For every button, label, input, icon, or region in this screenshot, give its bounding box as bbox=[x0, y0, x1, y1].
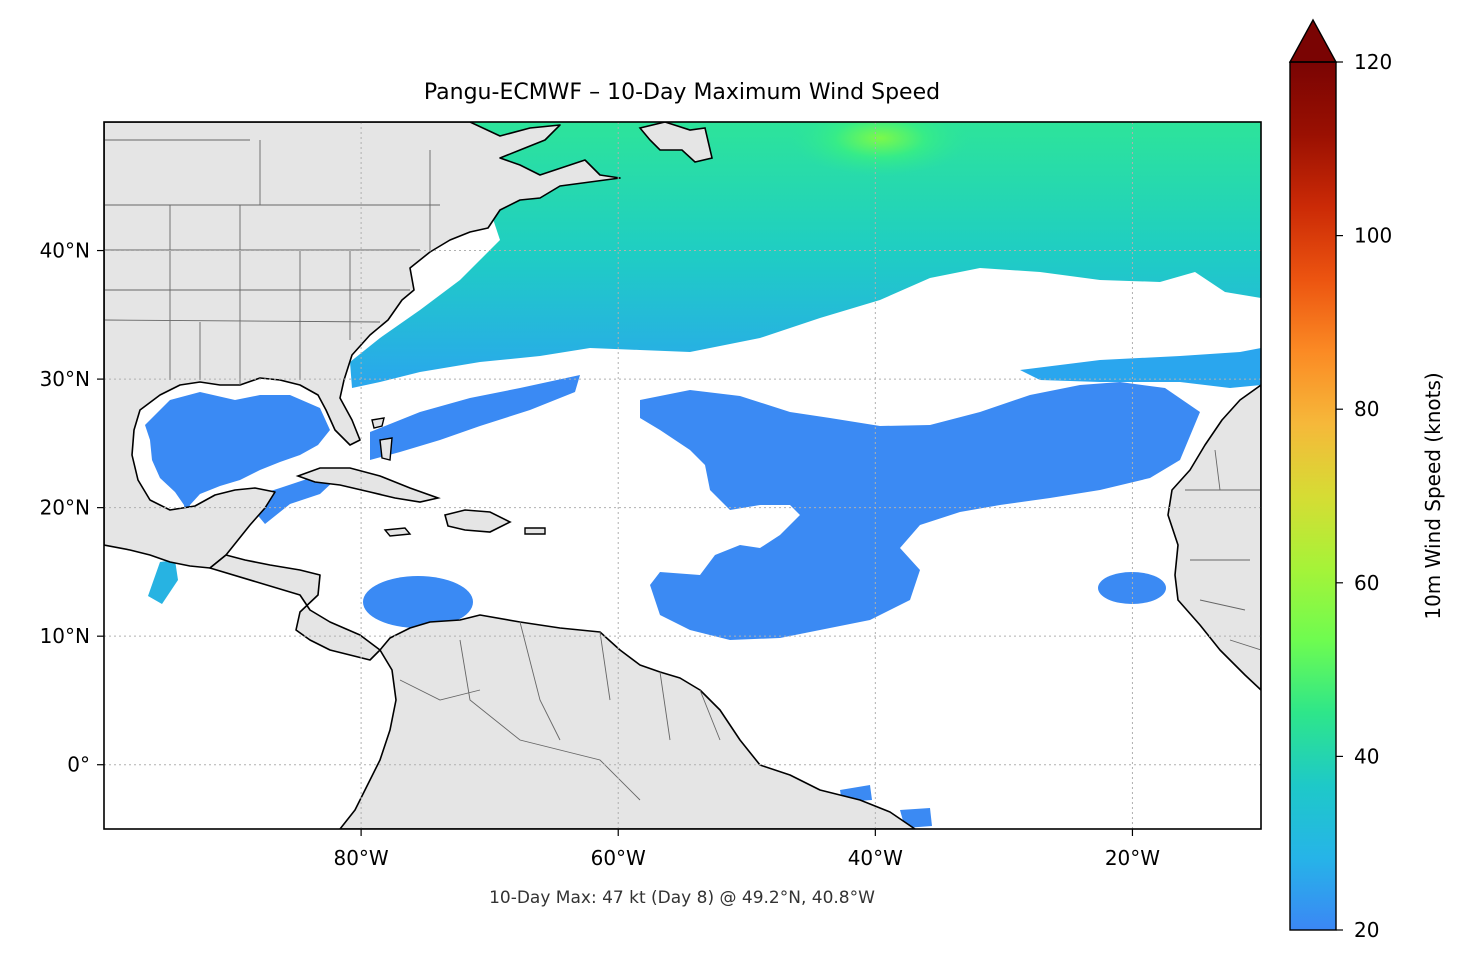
colorbar-frame bbox=[1289, 61, 1337, 931]
political-boundaries bbox=[104, 139, 1261, 801]
colorbar-tick-label: 20 bbox=[1354, 918, 1379, 942]
colorbar-ticks: 20 40 60 80 100 120 bbox=[1336, 50, 1392, 942]
wind-field-bahamas-streak bbox=[370, 375, 580, 460]
wind-field-caribbean-jet bbox=[363, 576, 473, 628]
colorbar-tick-label: 100 bbox=[1354, 224, 1392, 248]
land-newfoundland bbox=[638, 122, 713, 163]
wind-field-equatorial bbox=[840, 785, 932, 828]
lon-tick-label: 40°W bbox=[848, 846, 903, 870]
colorbar-extend-arrow bbox=[1288, 18, 1338, 63]
max-wind-annotation: 10-Day Max: 47 kt (Day 8) @ 49.2°N, 40.8… bbox=[489, 888, 875, 908]
lat-tick-label: 0° bbox=[67, 753, 90, 777]
wind-field-pacific-gulf bbox=[148, 560, 178, 604]
lon-tick-label: 20°W bbox=[1105, 846, 1160, 870]
latitude-ticks: 0° 10°N 20°N 30°N 40°N bbox=[40, 239, 104, 777]
wind-field-north-atlantic bbox=[350, 122, 1261, 388]
land-south-america bbox=[339, 614, 916, 829]
colorbar-tick-label: 80 bbox=[1354, 397, 1379, 421]
map-title: Pangu-ECMWF – 10-Day Maximum Wind Speed bbox=[424, 80, 940, 105]
wind-field-central-atlantic bbox=[640, 382, 1200, 640]
land-central-america bbox=[209, 554, 381, 661]
colorbar-label: 10m Wind Speed (knots) bbox=[1421, 372, 1445, 619]
colorbar-tick-label: 40 bbox=[1354, 744, 1379, 768]
colorbar-gradient bbox=[1290, 62, 1336, 930]
wind-field-cuba-channel bbox=[255, 478, 335, 524]
land-cuba bbox=[295, 467, 441, 503]
lat-tick-label: 40°N bbox=[40, 239, 90, 263]
lon-tick-label: 80°W bbox=[333, 846, 388, 870]
land-islands bbox=[371, 417, 546, 537]
land-north-america bbox=[104, 122, 621, 569]
lat-tick-label: 30°N bbox=[40, 367, 90, 391]
wind-field-canary bbox=[1020, 348, 1261, 388]
map-panel bbox=[104, 122, 1261, 829]
lat-tick-label: 10°N bbox=[40, 624, 90, 648]
colorbar: 20 40 60 80 100 120 10m Wind Speed (knots) bbox=[1288, 18, 1445, 942]
lon-tick-label: 60°W bbox=[591, 846, 646, 870]
lat-tick-label: 20°N bbox=[40, 496, 90, 520]
colorbar-tick-label: 120 bbox=[1354, 50, 1392, 74]
map-frame bbox=[103, 121, 1262, 830]
land-africa bbox=[1167, 384, 1261, 691]
land-hispaniola bbox=[444, 509, 512, 533]
longitude-ticks: 80°W 60°W 40°W 20°W bbox=[333, 829, 1160, 870]
colorbar-tick-label: 60 bbox=[1354, 571, 1379, 595]
wind-field-gulf-of-mexico bbox=[145, 392, 330, 522]
wind-peak-region bbox=[790, 122, 970, 176]
